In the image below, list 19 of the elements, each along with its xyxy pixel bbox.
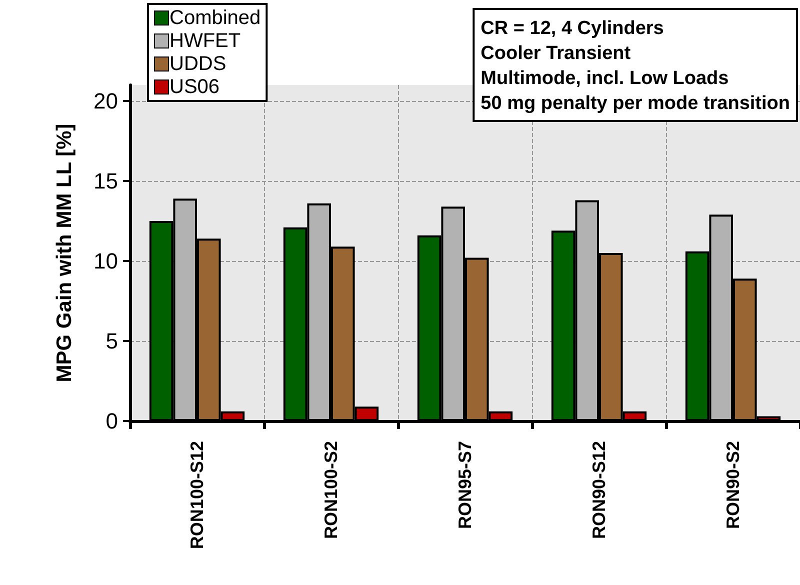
y-tick-label: 10 — [94, 248, 118, 274]
x-tick-label: RON100-S12 — [187, 441, 207, 550]
text: CR = 12, 4 Cylinders — [480, 18, 664, 39]
text: Cooler Transient — [480, 43, 632, 64]
y-tick-label: 20 — [94, 88, 118, 114]
y-tick-label: 5 — [106, 328, 118, 354]
x-tick-label: RON90-S12 — [589, 441, 609, 540]
x-tick-label: RON95-S7 — [455, 441, 475, 530]
annotation: 50 mg penalty per mode transition — [480, 93, 790, 114]
x-tick-label: RON100-S2 — [321, 441, 341, 540]
y-tick-label: 15 — [94, 168, 118, 194]
legend-label: US06 — [170, 76, 220, 98]
legend-label: UDDS — [170, 53, 226, 75]
y-tick-label: 0 — [106, 408, 118, 434]
y-axis-title: MPG Gain with MM LL [%] — [53, 124, 76, 382]
legend-label: HWFET — [170, 30, 241, 52]
x-tick-label: RON90-S2 — [723, 441, 743, 530]
annotation: Multimode, incl. Low Loads — [480, 68, 729, 89]
legend-label: Combined — [170, 7, 261, 29]
